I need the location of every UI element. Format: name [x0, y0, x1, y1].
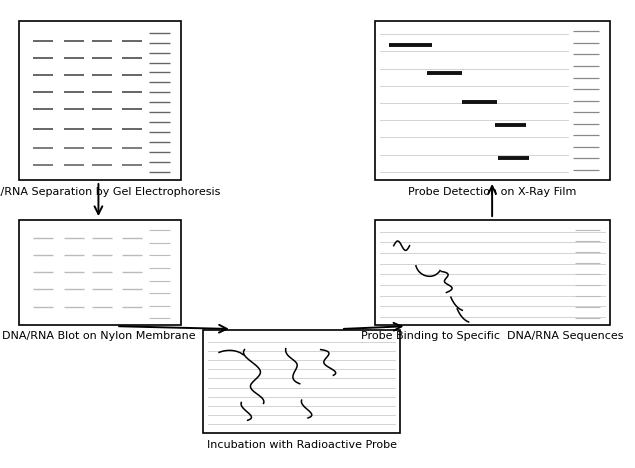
Text: Probe Detection on X-Ray Film: Probe Detection on X-Ray Film — [408, 187, 577, 197]
FancyBboxPatch shape — [19, 220, 181, 325]
Text: DNA/RNA Separation by Gel Electrophoresis: DNA/RNA Separation by Gel Electrophoresi… — [0, 187, 220, 197]
FancyBboxPatch shape — [375, 220, 610, 325]
FancyBboxPatch shape — [19, 21, 181, 180]
Text: Probe Binding to Specific  DNA/RNA Sequences: Probe Binding to Specific DNA/RNA Sequen… — [361, 331, 624, 341]
Text: Incubation with Radioactive Probe: Incubation with Radioactive Probe — [206, 440, 397, 450]
Text: DNA/RNA Blot on Nylon Membrane: DNA/RNA Blot on Nylon Membrane — [2, 331, 195, 341]
FancyBboxPatch shape — [203, 330, 400, 433]
FancyBboxPatch shape — [375, 21, 610, 180]
